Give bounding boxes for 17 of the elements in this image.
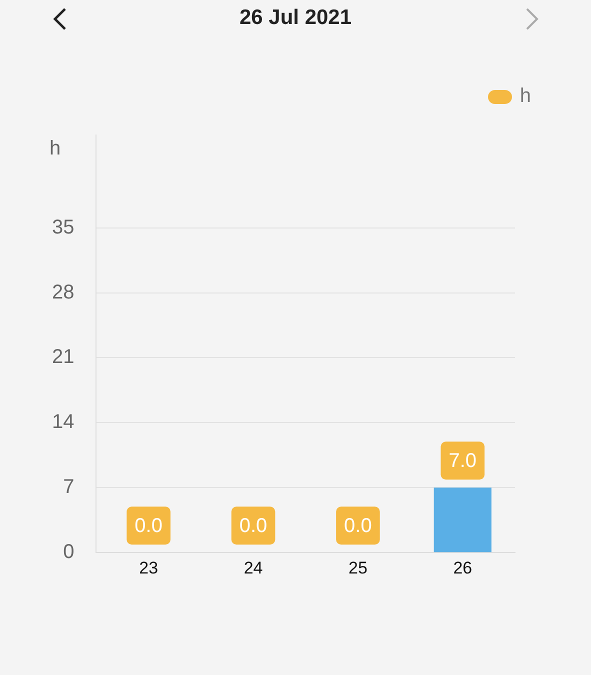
y-axis-title: h <box>50 138 61 160</box>
y-tick-label: 21 <box>52 346 74 368</box>
data-label: 0.0 <box>134 515 162 538</box>
data-label: 7.0 <box>448 450 477 472</box>
data-label: 0.0 <box>344 515 372 538</box>
y-tick-label: 35 <box>52 216 74 238</box>
x-tick-label: 26 <box>453 558 472 578</box>
y-tick-label: 0 <box>63 541 74 564</box>
text: h <box>520 85 531 107</box>
x-tick-label: 23 <box>139 558 158 578</box>
y-tick-label: 7 <box>63 476 74 498</box>
chart-title: 26 Jul 2021 <box>238 6 353 30</box>
x-tick-label: 25 <box>348 558 368 578</box>
x-tick-label: 24 <box>244 558 263 578</box>
y-tick-label: 14 <box>52 411 74 434</box>
data-label: 0.0 <box>239 515 268 538</box>
y-tick-label: 28 <box>52 281 74 304</box>
